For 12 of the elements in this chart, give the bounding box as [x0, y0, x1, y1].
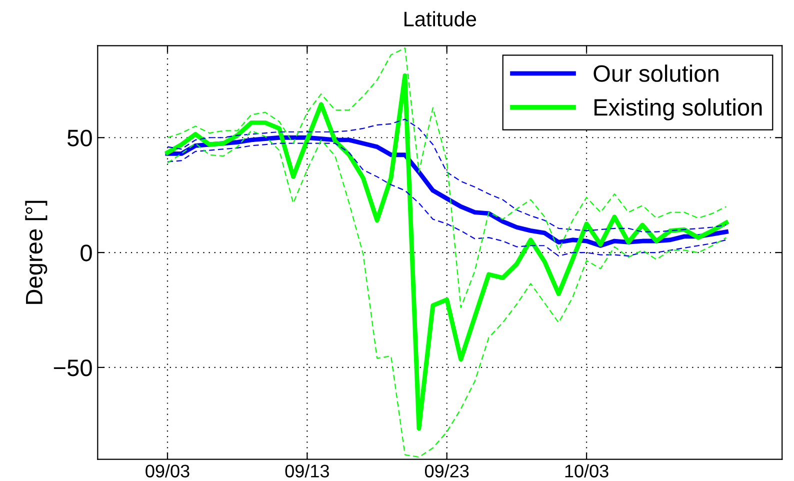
legend-label: Our solution — [594, 64, 718, 82]
legend-label: Existing solution — [594, 98, 762, 120]
line-series — [166, 130, 727, 458]
chart-title: Latitude — [404, 11, 476, 26]
x-tick-label: 09/23 — [424, 464, 469, 478]
y-tick-label: 50 — [67, 130, 92, 146]
y-tick-label: −50 — [54, 360, 92, 376]
x-tick-label: 10/03 — [565, 464, 608, 478]
y-axis-title: Degree [°] — [25, 200, 48, 304]
x-tick-label: 09/03 — [146, 464, 190, 478]
x-tick-label: 09/13 — [285, 464, 329, 478]
y-tick-label: 0 — [80, 244, 92, 262]
